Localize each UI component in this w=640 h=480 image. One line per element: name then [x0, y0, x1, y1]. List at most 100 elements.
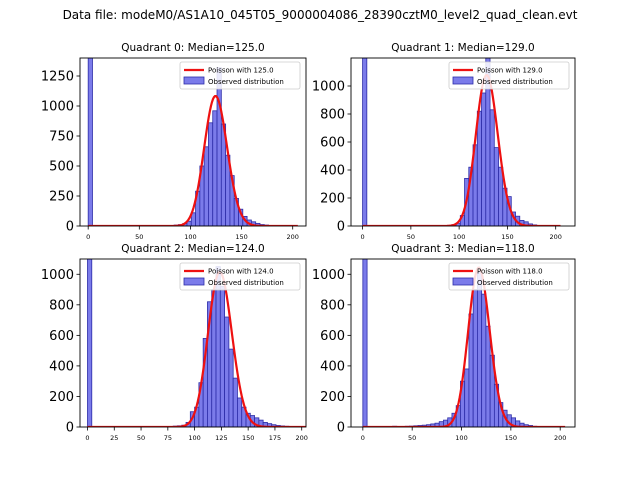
- quadrant-3-ytick-label: 0: [337, 421, 345, 436]
- quadrant-2-frame: [79, 258, 307, 428]
- quadrant-3-legend-poisson: Poisson with 118.0: [477, 268, 543, 276]
- quadrant-2-xtick-label: 100: [188, 434, 200, 442]
- quadrant-2-bar: [224, 316, 230, 427]
- quadrant-1-legend-bar-swatch: [452, 76, 474, 85]
- quadrant-2-xtick-label: 50: [137, 434, 145, 442]
- quadrant-1-bar: [498, 166, 504, 226]
- quadrant-3-xtick-label: 150: [505, 434, 517, 442]
- quadrant-0-ytick-label: 250: [49, 190, 74, 205]
- quadrant-1-legend-observed: Observed distribution: [477, 78, 553, 86]
- quadrant-1-legend-poisson: Poisson with 129.0: [477, 67, 543, 75]
- quadrant-0-ytick-label: 1000: [41, 100, 74, 115]
- quadrant-2-axes: 0 25 50 75 100 125 150 175 200 0 200 400 600 800 1000 Q…: [41, 243, 308, 442]
- quadrant-3-frame: [350, 258, 576, 428]
- quadrant-3-legend-box: [448, 262, 570, 291]
- quadrant-0-legend-poisson: Poisson with 125.0: [208, 67, 274, 75]
- quadrant-0-xtick-label: 150: [235, 233, 247, 241]
- quadrant-1-ytick-label: 0: [337, 220, 345, 235]
- quadrant-2-bar: [237, 397, 243, 427]
- quadrant-3-bar: [362, 259, 368, 427]
- quadrant-3-ytick-label: 400: [320, 359, 345, 374]
- quadrant-0-xtick-label: 0: [86, 233, 90, 241]
- quadrant-2-xtick-label: 175: [269, 434, 281, 442]
- quadrant-0-ytick-label: 750: [49, 130, 74, 145]
- quadrant-0-xtick-label: 200: [286, 233, 298, 241]
- quadrant-2-bar: [228, 348, 234, 427]
- quadrant-1-axes: 0 50 100 150 200 0 200 400 600 800 1000 Quadrant 1:…: [312, 42, 576, 241]
- quadrant-0-bar: [87, 58, 93, 226]
- quadrant-2-xtick-label: 75: [164, 434, 172, 442]
- quadrant-1-bar: [493, 147, 499, 226]
- quadrant-2-legend-observed: Observed distribution: [208, 279, 284, 287]
- quadrant-0-poisson-line: [88, 95, 298, 226]
- quadrant-1-ytick-label: 200: [320, 192, 345, 207]
- quadrant-2-ytick-label: 600: [49, 329, 74, 344]
- quadrant-3-axes: 0 50 100 150 200 0 200 400 600 800 1000 Quadrant 3:…: [312, 243, 576, 442]
- quadrant-1-xtick-label: 200: [549, 233, 561, 241]
- quadrant-1-poisson-line: [362, 74, 561, 226]
- quadrant-2-xtick-label: 200: [296, 434, 308, 442]
- quadrant-0-legend-bar-swatch: [183, 76, 205, 85]
- quadrant-2-ytick-label: 800: [49, 298, 74, 313]
- quadrant-2-xtick-label: 125: [215, 434, 227, 442]
- quadrant-0-ytick-label: 0: [66, 220, 74, 235]
- quadrant-1-bar: [481, 92, 487, 226]
- quadrant-1-ytick-label: 800: [320, 108, 345, 123]
- quadrant-2-legend-box: [179, 262, 301, 291]
- quadrant-3-bar: [468, 313, 474, 427]
- quadrant-1-xtick-label: 50: [407, 233, 415, 241]
- quadrant-0-title: Quadrant 0: Median=125.0: [121, 42, 264, 54]
- quadrant-3-ytick-label: 1000: [312, 268, 345, 283]
- quadrant-2-bar: [232, 377, 238, 427]
- quadrant-2-poisson-line: [87, 271, 306, 427]
- quadrant-2-plot: [87, 259, 306, 427]
- quadrant-2-bar: [219, 286, 225, 427]
- quadrant-0-bar: [203, 146, 209, 226]
- quadrant-1-ytick-label: 1000: [312, 80, 345, 95]
- quadrant-0-ytick-label: 500: [49, 160, 74, 175]
- quadrant-1-title: Quadrant 1: Median=129.0: [391, 42, 534, 54]
- quadrant-2-bar: [211, 289, 217, 427]
- quadrant-3-legend-observed: Observed distribution: [477, 279, 553, 287]
- quadrant-2-title: Quadrant 2: Median=124.0: [121, 243, 264, 255]
- quadrant-3-bar: [481, 293, 487, 427]
- quadrant-0-frame: [79, 57, 307, 227]
- quadrant-0-bar: [212, 110, 218, 226]
- quadrant-3-bar: [477, 270, 483, 427]
- quadrant-3-bar: [464, 368, 470, 427]
- quadrant-3-xtick-label: 0: [361, 434, 365, 442]
- quadrant-1-legend-box: [448, 61, 570, 90]
- quadrant-3-xtick-label: 50: [408, 434, 416, 442]
- quadrant-3-xtick-label: 100: [455, 434, 467, 442]
- quadrant-3-xtick-label: 200: [554, 434, 566, 442]
- quadrant-1-bar: [489, 109, 495, 226]
- quadrant-1-xtick-label: 100: [453, 233, 465, 241]
- quadrant-2-ytick-label: 1000: [41, 268, 74, 283]
- quadrant-1-xtick-label: 150: [501, 233, 513, 241]
- quadrant-2-legend-poisson: Poisson with 124.0: [208, 268, 274, 276]
- quadrant-2-legend-bar-swatch: [183, 277, 205, 286]
- quadrant-2-bar: [87, 259, 93, 427]
- quadrant-3-bar: [472, 289, 478, 427]
- quadrant-3-ytick-label: 600: [320, 329, 345, 344]
- quadrant-0-xtick-label: 100: [184, 233, 196, 241]
- quadrant-2-ytick-label: 200: [49, 390, 74, 405]
- quadrant-3-legend-bar-swatch: [452, 277, 474, 286]
- quadrant-0-bar: [216, 67, 222, 226]
- quadrant-2-ytick-label: 0: [66, 421, 74, 436]
- quadrant-2-xtick-label: 25: [110, 434, 118, 442]
- quadrant-2-xtick-label: 0: [85, 434, 89, 442]
- quadrant-1-bar: [362, 58, 368, 226]
- quadrant-1-ytick-label: 400: [320, 164, 345, 179]
- quadrant-0-ytick-label: 1250: [41, 70, 74, 85]
- quadrant-0-legend-box: [179, 61, 301, 90]
- quadrant-1-ytick-label: 600: [320, 136, 345, 151]
- quadrant-0-bar: [208, 122, 214, 226]
- quadrant-2-xtick-label: 150: [242, 434, 254, 442]
- quadrant-2-ytick-label: 400: [49, 359, 74, 374]
- quadrant-3-ytick-label: 200: [320, 390, 345, 405]
- quadrant-1-bar: [476, 110, 482, 226]
- quadrant-0-xtick-label: 50: [135, 233, 143, 241]
- quadrant-3-bar: [485, 325, 491, 427]
